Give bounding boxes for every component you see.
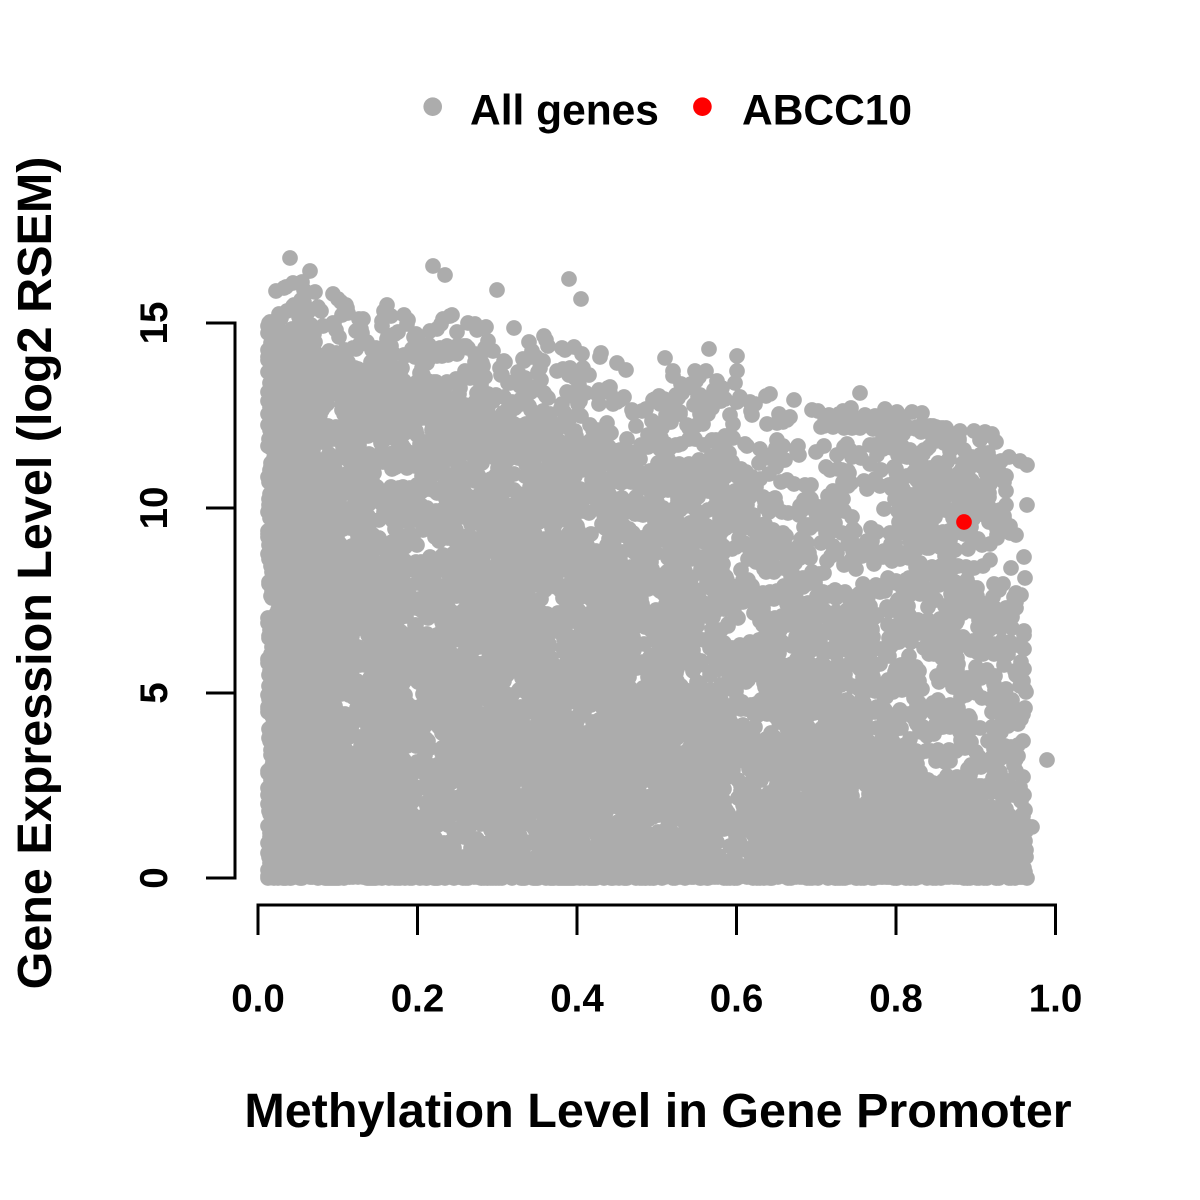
svg-text:0.6: 0.6 xyxy=(710,978,764,1021)
svg-text:All genes: All genes xyxy=(470,88,659,135)
svg-text:5: 5 xyxy=(133,682,176,703)
svg-text:ABCC10: ABCC10 xyxy=(742,88,912,135)
svg-text:Gene Expression Level (log2 RS: Gene Expression Level (log2 RSEM) xyxy=(8,157,62,990)
svg-text:10: 10 xyxy=(133,487,176,530)
svg-text:1.0: 1.0 xyxy=(1029,978,1083,1021)
svg-text:0.2: 0.2 xyxy=(391,978,445,1021)
svg-text:0.4: 0.4 xyxy=(550,978,604,1021)
svg-text:0.0: 0.0 xyxy=(231,978,285,1021)
svg-text:15: 15 xyxy=(133,302,176,345)
svg-text:0: 0 xyxy=(133,867,176,888)
svg-text:Methylation Level in Gene Prom: Methylation Level in Gene Promoter xyxy=(244,1084,1071,1138)
svg-text:0.8: 0.8 xyxy=(869,978,923,1021)
